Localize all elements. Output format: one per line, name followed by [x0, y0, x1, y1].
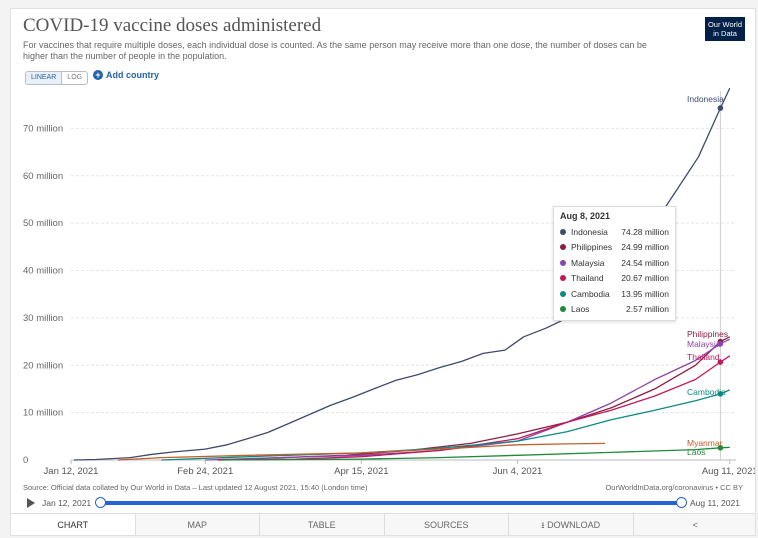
logo-line-2: in Data — [713, 29, 737, 38]
tooltip-row: Malaysia 24.54 million — [560, 255, 669, 271]
hover-point-laos — [717, 445, 724, 451]
x-tick-label: Jun 4, 2021 — [493, 466, 543, 477]
owid-logo[interactable]: Our World in Data — [705, 17, 745, 41]
tooltip-series-value: 24.54 million — [621, 257, 669, 268]
chart-subtitle: For vaccines that require multiple doses… — [23, 40, 647, 61]
series-line-malaysia — [205, 338, 731, 461]
tab-chart[interactable]: CHART — [11, 514, 136, 535]
timeline-end-handle[interactable] — [676, 497, 687, 508]
add-country-button[interactable]: + Add country — [93, 70, 159, 80]
hover-point-indonesia — [717, 105, 724, 111]
y-tick-label: 20 million — [23, 360, 63, 371]
y-tick-label: 60 million — [23, 171, 63, 182]
x-tick-label: Apr 15, 2021 — [334, 466, 388, 477]
series-dot-icon — [560, 275, 566, 282]
hover-point-malaysia — [717, 340, 724, 347]
series-dot-icon — [560, 244, 566, 251]
download-icon: ⭳ — [541, 520, 545, 530]
series-end-label: Laos — [687, 447, 705, 457]
timeline-start-handle[interactable] — [95, 497, 106, 508]
log-scale-button[interactable]: LOG — [67, 74, 83, 81]
hover-tooltip: Aug 8, 2021 Indonesia 74.28 million Philip… — [553, 206, 676, 321]
tooltip-row: Indonesia 74.28 million — [560, 224, 669, 240]
tooltip-series-value: 2.57 million — [626, 304, 669, 315]
tab-share[interactable]: < — [633, 514, 755, 535]
series-end-label: Malaysia — [687, 339, 721, 349]
tab-table[interactable]: TABLE — [260, 514, 385, 535]
x-tick-label: Jan 12, 2021 — [44, 466, 99, 477]
x-tick-label: Feb 24, 2021 — [177, 466, 233, 477]
source-url[interactable]: OurWorldInData.org/coronavirus • CC BY — [605, 483, 743, 492]
series-dot-icon — [560, 306, 566, 313]
timeline-track[interactable] — [101, 501, 685, 505]
series-end-label: Myanmar — [687, 438, 723, 448]
y-tick-label: 10 million — [23, 408, 63, 419]
logo-line-1: Our World — [707, 20, 743, 29]
tooltip-row: Philippines 24.99 million — [560, 240, 669, 256]
tooltip-series-name: Indonesia — [571, 226, 608, 237]
y-tick-label: 0 — [23, 455, 28, 466]
plus-icon: + — [93, 70, 103, 80]
source-note: Source: Official data collated by Our Wo… — [23, 483, 368, 492]
tooltip-rows: Indonesia 74.28 million Philippines 24.99 m… — [560, 224, 669, 317]
tooltip-series-name: Cambodia — [571, 288, 610, 299]
share-icon: < — [692, 520, 698, 530]
y-tick-label: 70 million — [23, 123, 63, 134]
tab-download-label: DOWNLOAD — [547, 520, 601, 530]
tab-map[interactable]: MAP — [135, 514, 260, 535]
series-line-philippines — [220, 336, 731, 461]
y-tick-label: 30 million — [23, 313, 63, 324]
linear-scale-button[interactable]: LINEAR — [26, 72, 63, 84]
series-line-myanmar — [117, 442, 605, 461]
tooltip-series-value: 13.95 million — [621, 288, 669, 299]
tab-bar: CHART MAP TABLE SOURCES ⭳ DOWNLOAD < — [11, 513, 755, 535]
series-end-label: Philippines — [687, 329, 728, 339]
hover-point-cambodia — [717, 391, 724, 397]
y-tick-label: 40 million — [23, 266, 63, 277]
tooltip-series-name: Thailand — [571, 273, 604, 284]
chart-title: COVID-19 vaccine doses administered — [23, 15, 322, 36]
timeline: Jan 12, 2021 Aug 11, 2021 — [11, 495, 755, 513]
x-tick-label: Aug 11, 2021 — [702, 466, 756, 477]
tooltip-series-name: Laos — [571, 304, 590, 315]
tooltip-row: Laos 2.57 million — [560, 302, 669, 318]
tab-sources[interactable]: SOURCES — [384, 514, 509, 535]
y-tick-label: 50 million — [23, 218, 63, 229]
tooltip-series-name: Philippines — [571, 242, 613, 253]
tooltip-series-value: 24.99 million — [621, 242, 669, 253]
scale-toggle: LINEAR LOG — [25, 71, 89, 85]
hover-point-thailand — [717, 359, 724, 365]
series-end-label: Cambodia — [687, 387, 726, 397]
series-end-label: Thailand — [687, 352, 720, 362]
series-dot-icon — [560, 259, 566, 266]
series-end-label: Indonesia — [687, 94, 724, 104]
tooltip-row: Cambodia 13.95 million — [560, 286, 669, 302]
play-icon[interactable] — [27, 498, 35, 508]
tooltip-series-value: 20.67 million — [621, 273, 669, 284]
tab-download[interactable]: ⭳ DOWNLOAD — [509, 514, 634, 535]
chart-card: COVID-19 vaccine doses administered For … — [10, 8, 756, 536]
series-dot-icon — [560, 290, 566, 297]
series-line-laos — [220, 446, 730, 461]
timeline-start-label: Jan 12, 2021 — [42, 498, 92, 508]
tooltip-series-name: Malaysia — [571, 257, 605, 268]
tooltip-date: Aug 8, 2021 — [560, 211, 611, 221]
series-dot-icon — [560, 228, 566, 235]
tooltip-row: Thailand 20.67 million — [560, 271, 669, 287]
series-line-thailand — [217, 355, 731, 461]
line-chart[interactable]: 0 10 million 20 million 30 million 40 millio… — [11, 9, 756, 489]
add-country-label: Add country — [106, 70, 159, 80]
timeline-end-label: Aug 11, 2021 — [690, 498, 740, 508]
tooltip-series-value: 74.28 million — [621, 226, 669, 237]
